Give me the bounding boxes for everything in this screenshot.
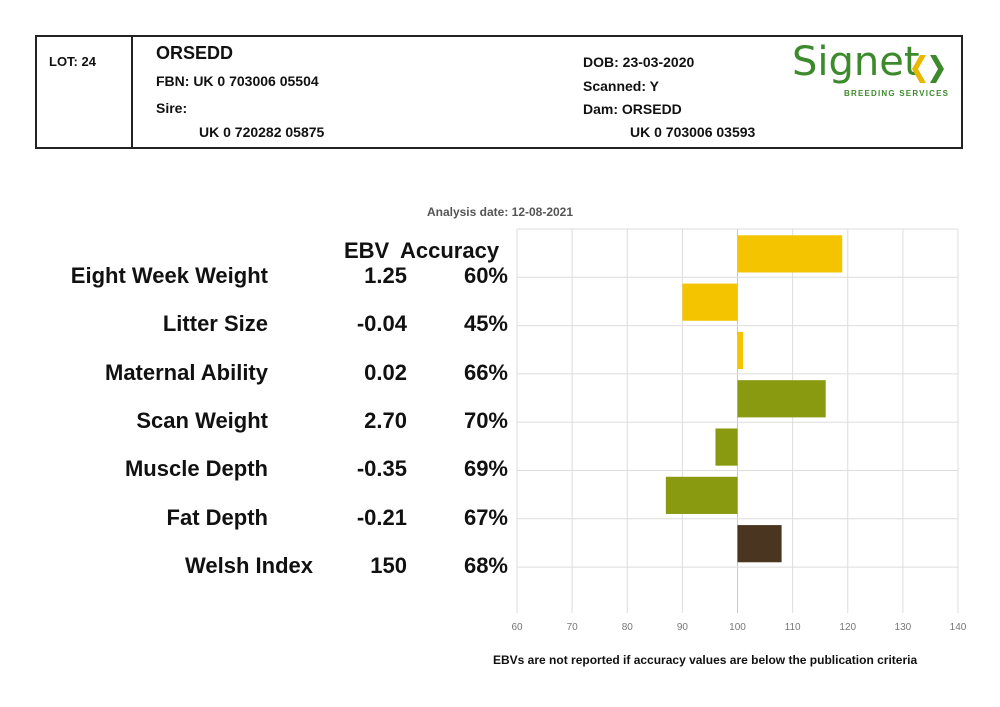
- bar-welsh-index: [737, 525, 782, 563]
- ebv-value: -0.21: [356, 504, 407, 530]
- ebv-value: 2.70: [364, 408, 407, 434]
- trait-label: Litter Size: [162, 311, 268, 337]
- ebv-value: 0.02: [364, 359, 407, 385]
- x-tick-label: 140: [950, 622, 967, 633]
- animal-name: ORSEDD: [156, 43, 234, 63]
- sire-id: UK 0 720282 05875: [199, 124, 325, 140]
- accuracy-value: 68%: [463, 552, 508, 578]
- sire-label: Sire:: [156, 100, 188, 116]
- trait-label: Muscle Depth: [124, 456, 268, 482]
- accuracy-value: 66%: [463, 359, 508, 385]
- lot-cell: LOT: 24: [37, 37, 133, 147]
- bar-scan-weight: [737, 380, 826, 418]
- ebv-value: 1.25: [364, 263, 407, 289]
- trait-label: Fat Depth: [166, 504, 268, 530]
- x-tick-label: 80: [622, 622, 634, 633]
- trait-label: Eight Week Weight: [70, 263, 268, 289]
- accuracy-value: 69%: [463, 456, 508, 482]
- dob: DOB: 23-03-2020: [583, 54, 695, 70]
- fbn: FBN: UK 0 703006 05504: [156, 73, 319, 89]
- trait-label: Maternal Ability: [105, 359, 268, 385]
- scanned: Scanned: Y: [583, 78, 659, 94]
- x-tick-label: 130: [895, 622, 912, 633]
- ebv-value: -0.35: [356, 456, 407, 482]
- accuracy-value: 45%: [463, 311, 508, 337]
- chevrons-icon: [912, 55, 944, 83]
- accuracy-value: 67%: [463, 504, 508, 530]
- ebv-value: -0.04: [356, 311, 407, 337]
- dam-id: UK 0 703006 03593: [630, 124, 756, 140]
- logo-word: Signet: [792, 39, 920, 85]
- bar-litter-size: [682, 283, 738, 321]
- x-tick-label: 120: [839, 622, 856, 633]
- accuracy-column-header: Accuracy: [400, 238, 500, 263]
- trait-label: Welsh Index: [185, 552, 313, 578]
- bar-muscle-depth: [715, 428, 738, 466]
- x-tick-label: 100: [729, 622, 746, 633]
- analysis-date: Analysis date: 12-08-2021: [426, 205, 574, 219]
- x-tick-label: 110: [785, 622, 801, 633]
- footnote: EBVs are not reported if accuracy values…: [493, 653, 918, 667]
- ebv-value: 150: [370, 552, 407, 578]
- trait-label: Scan Weight: [136, 408, 268, 434]
- accuracy-value: 60%: [463, 263, 508, 289]
- bar-eight-week-weight: [737, 235, 843, 273]
- x-tick-label: 90: [677, 622, 689, 633]
- bar-fat-depth: [665, 476, 738, 514]
- accuracy-value: 70%: [463, 408, 508, 434]
- dam: Dam: ORSEDD: [583, 101, 682, 117]
- ebv-column-header: EBV: [344, 238, 390, 263]
- animal-header: LOT: 24 ORSEDD FBN: UK 0 703006 05504 Si…: [35, 35, 963, 149]
- signet-logo: Signet BREEDING SERVICES: [792, 39, 952, 105]
- logo-subtitle: BREEDING SERVICES: [844, 89, 950, 98]
- bar-maternal-ability: [737, 331, 744, 370]
- x-tick-label: 60: [511, 622, 523, 633]
- x-tick-label: 70: [567, 622, 579, 633]
- lot-number: LOT: 24: [49, 54, 96, 69]
